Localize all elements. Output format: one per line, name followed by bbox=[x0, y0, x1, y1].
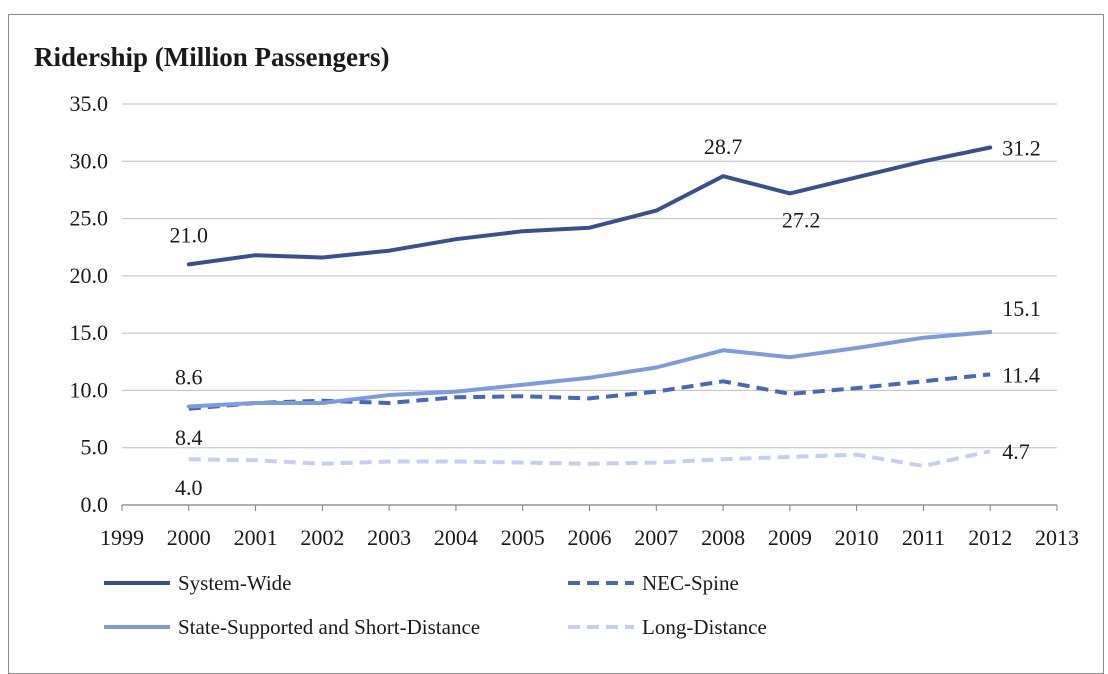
chart-frame bbox=[8, 14, 1104, 674]
series-line-system-wide bbox=[186, 145, 993, 267]
series-lines bbox=[186, 145, 993, 468]
y-tick-label: 10.0 bbox=[70, 377, 109, 402]
x-tick-label: 2005 bbox=[501, 525, 545, 550]
y-tick-label: 5.0 bbox=[81, 435, 109, 460]
series-line-long-distance bbox=[188, 449, 991, 468]
x-tick-label: 2009 bbox=[768, 525, 812, 550]
legend-label: NEC-Spine bbox=[642, 571, 739, 595]
data-label: 8.4 bbox=[175, 425, 203, 450]
x-tick-label: 2011 bbox=[902, 525, 945, 550]
data-label: 4.0 bbox=[175, 475, 203, 500]
y-tick-label: 25.0 bbox=[70, 206, 109, 231]
chart-title: Ridership (Million Passengers) bbox=[34, 42, 390, 72]
gridlines bbox=[122, 103, 1057, 449]
x-tick-label: 2007 bbox=[634, 525, 678, 550]
x-tick-label: 2004 bbox=[434, 525, 478, 550]
x-tick-label: 2013 bbox=[1035, 525, 1079, 550]
x-tick-label: 2010 bbox=[835, 525, 879, 550]
legend: System-Wide NEC-Spine State-Supported and … bbox=[104, 571, 767, 639]
y-tick-label: 0.0 bbox=[81, 492, 109, 517]
legend-label: Long-Distance bbox=[642, 615, 767, 639]
data-label: 28.7 bbox=[704, 134, 743, 159]
x-tick-label: 2002 bbox=[300, 525, 344, 550]
legend-label: State-Supported and Short-Distance bbox=[178, 615, 480, 639]
axes: 0.0 5.0 10.0 15.0 20.0 25.0 30.0 35.0 1999 2000 20… bbox=[70, 91, 1080, 550]
data-label: 31.2 bbox=[1002, 136, 1041, 161]
data-label: 8.6 bbox=[175, 364, 203, 389]
y-tick-label: 20.0 bbox=[70, 263, 109, 288]
x-tick-label: 2001 bbox=[234, 525, 278, 550]
x-tick-label: 2012 bbox=[968, 525, 1012, 550]
series-line-nec-spine bbox=[188, 372, 991, 411]
data-label: 27.2 bbox=[782, 207, 821, 232]
y-tick-label: 30.0 bbox=[70, 148, 109, 173]
x-tick-label: 2008 bbox=[701, 525, 745, 550]
x-tick-label: 2003 bbox=[367, 525, 411, 550]
data-label: 15.1 bbox=[1002, 296, 1041, 321]
data-label: 21.0 bbox=[170, 222, 209, 247]
data-labels: 21.0 28.7 27.2 31.2 15.1 8.6 8.4 11.4 4.0 4.7 bbox=[170, 134, 1041, 500]
y-tick-label: 35.0 bbox=[70, 91, 109, 116]
legend-label: System-Wide bbox=[178, 571, 291, 595]
series-line-state-supported-and-short-distance bbox=[186, 330, 993, 409]
x-tick-label: 2000 bbox=[167, 525, 211, 550]
data-label: 11.4 bbox=[1002, 362, 1040, 387]
x-tick-label: 2006 bbox=[568, 525, 612, 550]
data-label: 4.7 bbox=[1002, 439, 1030, 464]
x-tick-label: 1999 bbox=[100, 525, 144, 550]
y-tick-label: 15.0 bbox=[70, 320, 109, 345]
